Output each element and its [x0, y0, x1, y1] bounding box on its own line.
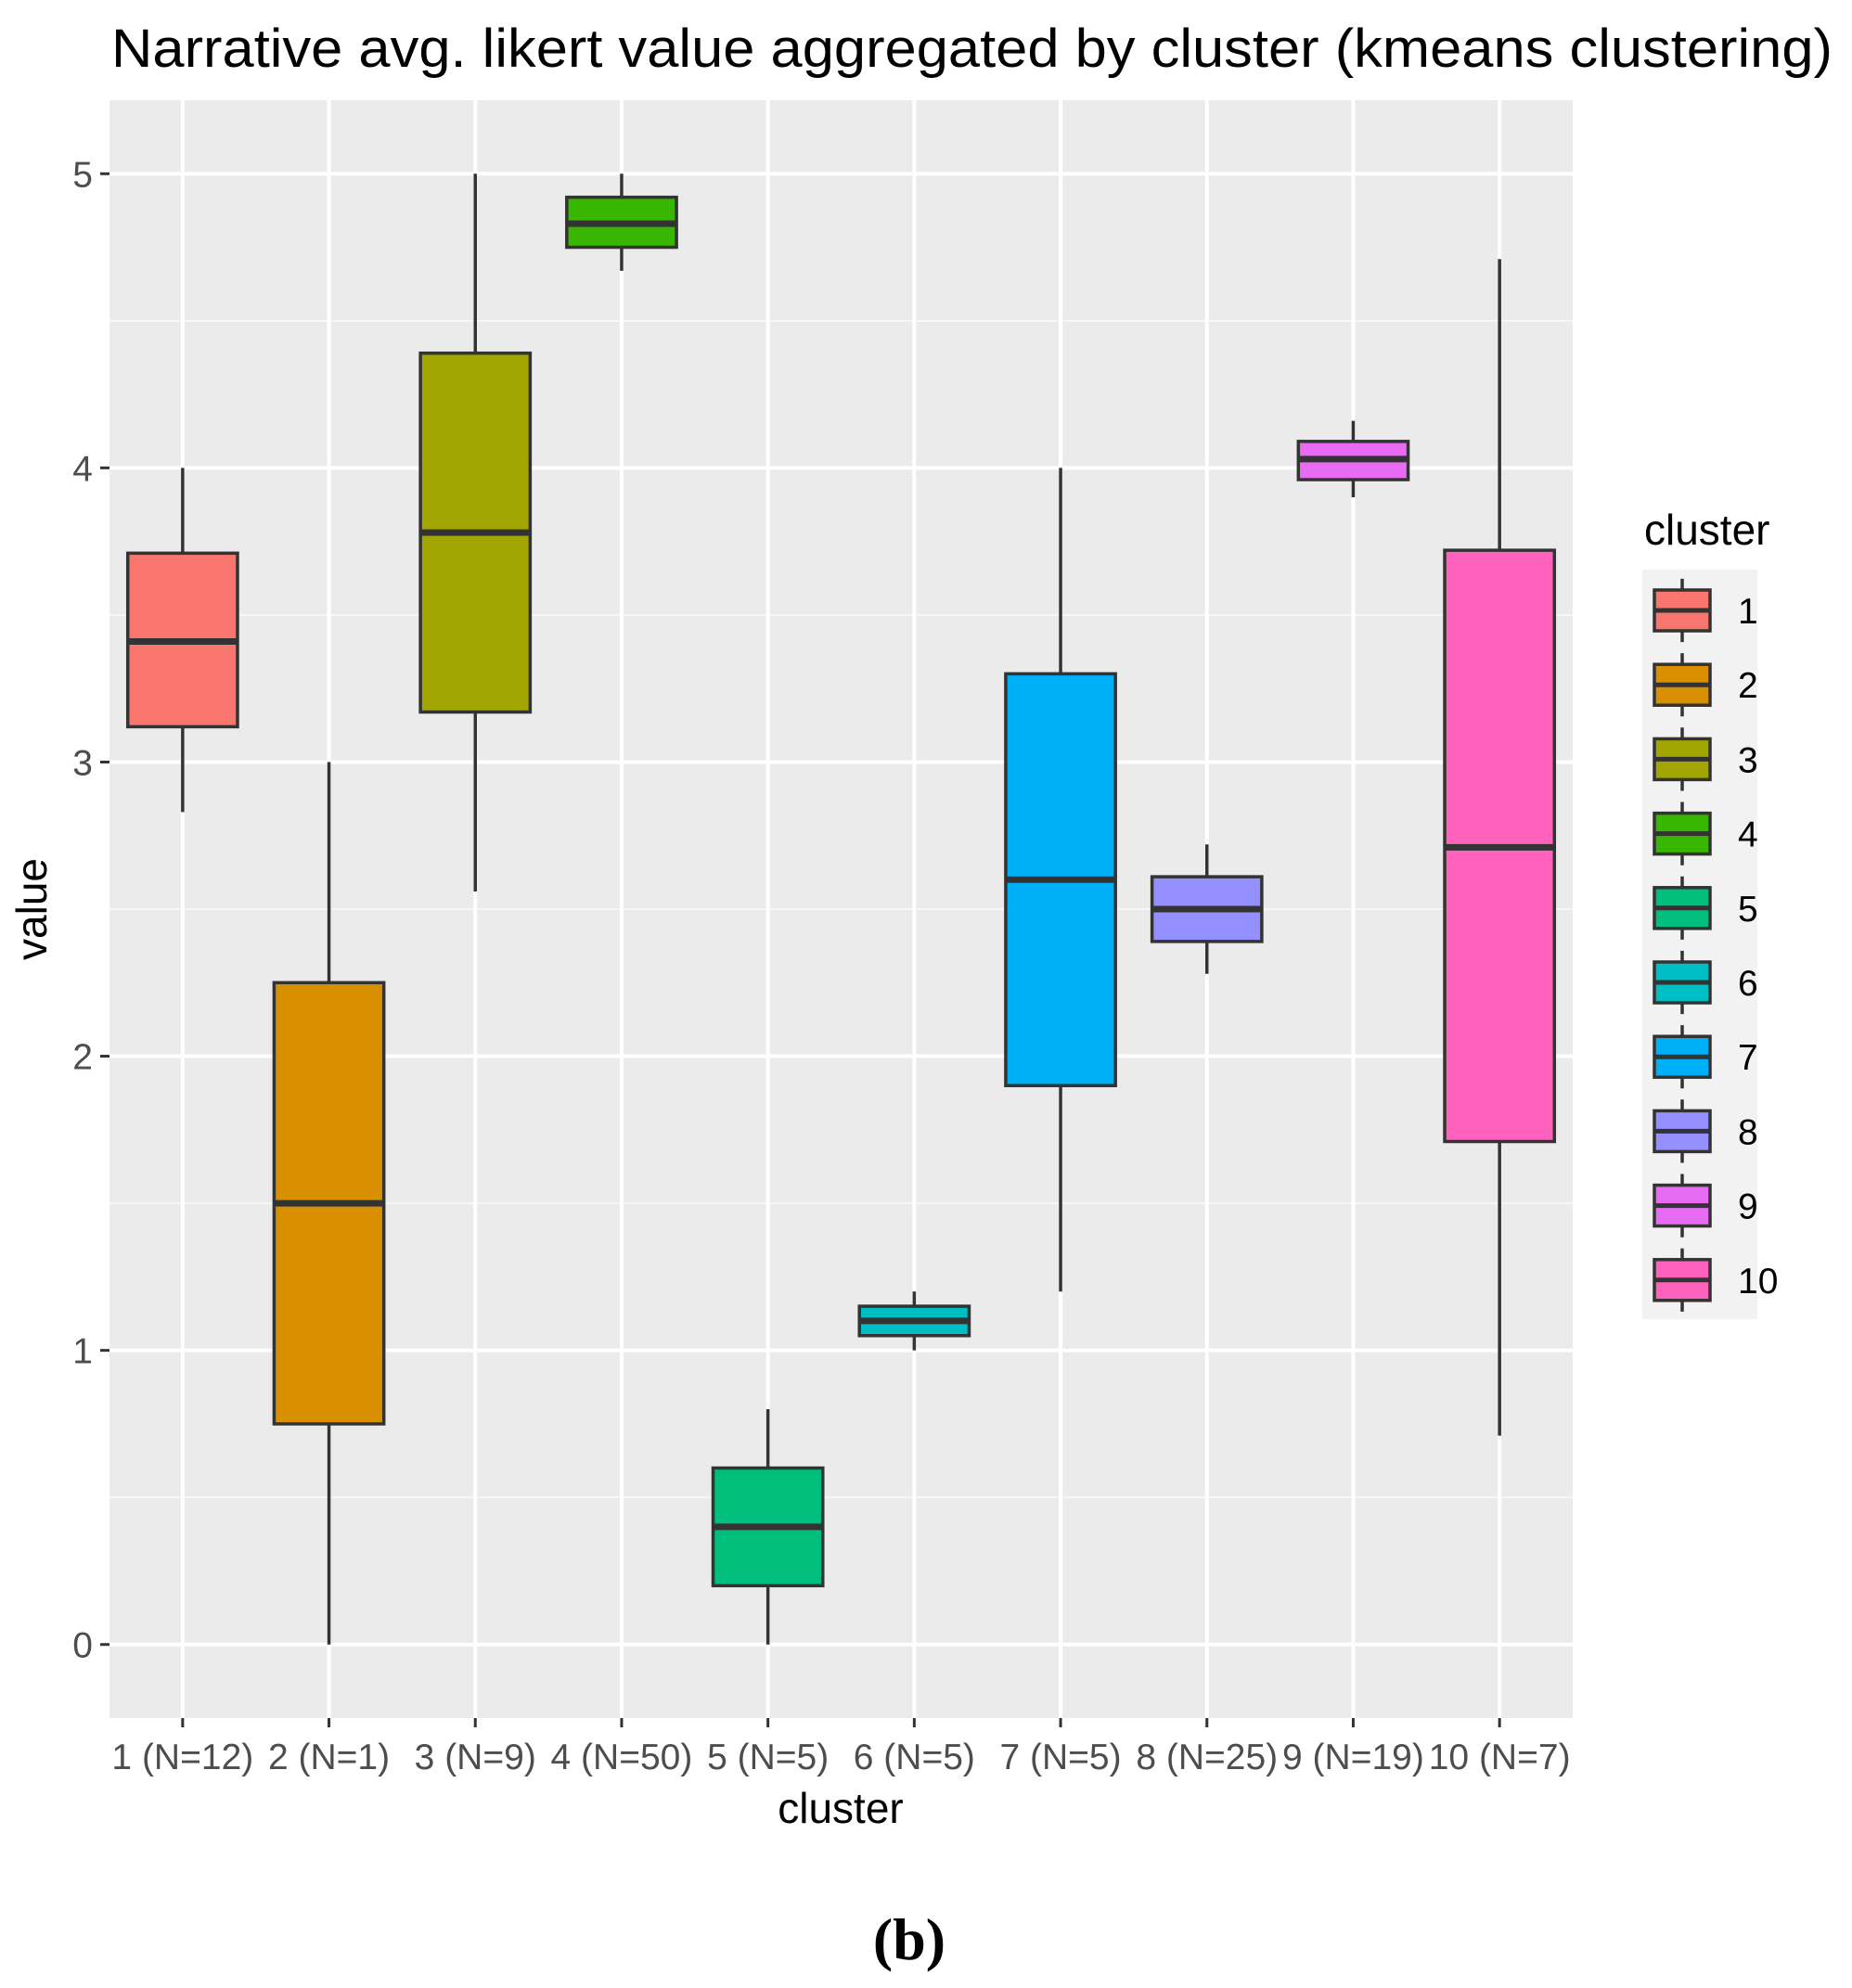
x-tick-label: 4 (N=50): [551, 1738, 693, 1777]
box-cluster-7: [1004, 468, 1117, 1292]
y-tick-label: 5: [72, 155, 93, 195]
y-tick-label: 2: [72, 1038, 93, 1078]
legend-label: 6: [1738, 964, 1758, 1004]
box-cluster-1: [125, 468, 239, 813]
x-tick-label: 5 (N=5): [707, 1738, 829, 1777]
axes: 0 1 2 3 4 5 1 (N=12) 2 (N=1) 3 (N=9) 4 (N=50) 5 (N…: [72, 155, 1570, 1777]
legend-label: 8: [1738, 1112, 1758, 1152]
x-tick-label: 1 (N=12): [111, 1738, 253, 1777]
legend-title: cluster: [1644, 506, 1769, 554]
boxes: [125, 173, 1557, 1645]
box-cluster-9: [1296, 420, 1410, 498]
legend-item-2: 2: [1653, 653, 1758, 717]
y-axis-title: value: [7, 858, 56, 960]
box-cluster-2: [272, 762, 386, 1645]
legend-label: 10: [1738, 1262, 1778, 1302]
legend-label: 7: [1738, 1038, 1758, 1078]
legend-item-6: 6: [1653, 950, 1758, 1015]
legend-item-10: 10: [1653, 1248, 1778, 1312]
y-tick-label: 3: [72, 743, 93, 783]
figure-caption: (b): [873, 1906, 945, 1972]
x-axis-title: cluster: [778, 1784, 903, 1832]
box-cluster-5: [711, 1409, 825, 1645]
x-tick-label: 10 (N=7): [1429, 1738, 1571, 1777]
legend-item-8: 8: [1653, 1099, 1758, 1163]
legend: cluster 1 2 3 4 5 6 7 8 9 10: [1642, 506, 1778, 1319]
box-cluster-3: [418, 173, 533, 891]
legend-label: 5: [1738, 890, 1758, 930]
legend-item-1: 1: [1653, 578, 1758, 643]
x-tick-label: 9 (N=19): [1282, 1738, 1424, 1777]
legend-item-5: 5: [1653, 876, 1758, 940]
x-tick-label: 8 (N=25): [1136, 1738, 1278, 1777]
x-tick-label: 6 (N=5): [854, 1738, 975, 1777]
legend-label: 3: [1738, 740, 1758, 780]
legend-label: 9: [1738, 1187, 1758, 1227]
x-tick-label: 2 (N=1): [268, 1738, 390, 1777]
legend-label: 1: [1738, 592, 1758, 632]
y-tick-label: 4: [72, 449, 93, 489]
x-tick-label: 7 (N=5): [999, 1738, 1121, 1777]
legend-item-4: 4: [1653, 802, 1758, 866]
legend-item-9: 9: [1653, 1174, 1758, 1238]
y-tick-label: 0: [72, 1626, 93, 1666]
legend-label: 4: [1738, 815, 1758, 855]
box-cluster-8: [1150, 844, 1264, 974]
chart-title: Narrative avg. likert value aggregated b…: [111, 19, 1833, 79]
legend-label: 2: [1738, 666, 1758, 706]
box-cluster-4: [565, 173, 678, 271]
x-tick-label: 3 (N=9): [415, 1738, 536, 1777]
y-tick-label: 1: [72, 1332, 93, 1372]
legend-item-3: 3: [1653, 727, 1758, 791]
legend-item-7: 7: [1653, 1025, 1758, 1089]
box-cluster-10: [1443, 259, 1557, 1436]
box-cluster-6: [857, 1291, 971, 1351]
